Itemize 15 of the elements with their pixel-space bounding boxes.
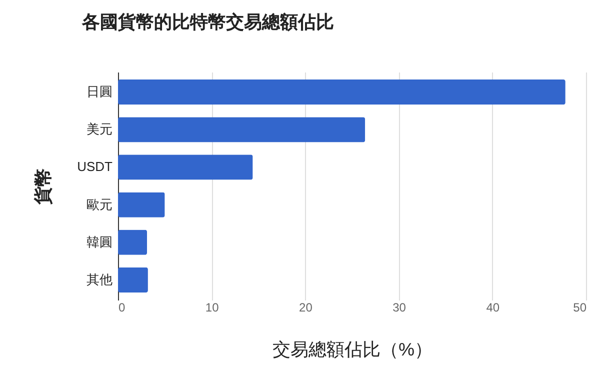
y-tick-label: 韓圓: [86, 234, 112, 250]
x-tick-label: 40: [486, 300, 500, 314]
x-tick-label: 0: [118, 300, 126, 314]
y-tick-label: 日圓: [86, 84, 112, 100]
y-tick-label: 其他: [86, 272, 112, 287]
chart-title: 各國貨幣的比特幣交易總額佔比: [81, 12, 334, 32]
y-tick-label: 美元: [86, 122, 112, 137]
y-tick-label: USDT: [77, 159, 113, 174]
y-tick-label: 歐元: [86, 196, 112, 212]
y-axis-title: 貨幣: [33, 168, 54, 206]
x-axis-title: 交易總額佔比（%）: [272, 340, 433, 360]
x-tick-label: 20: [299, 300, 313, 314]
x-tick-label: 50: [573, 300, 587, 314]
x-tick-label: 10: [205, 300, 220, 314]
x-tick-label: 30: [392, 300, 406, 314]
